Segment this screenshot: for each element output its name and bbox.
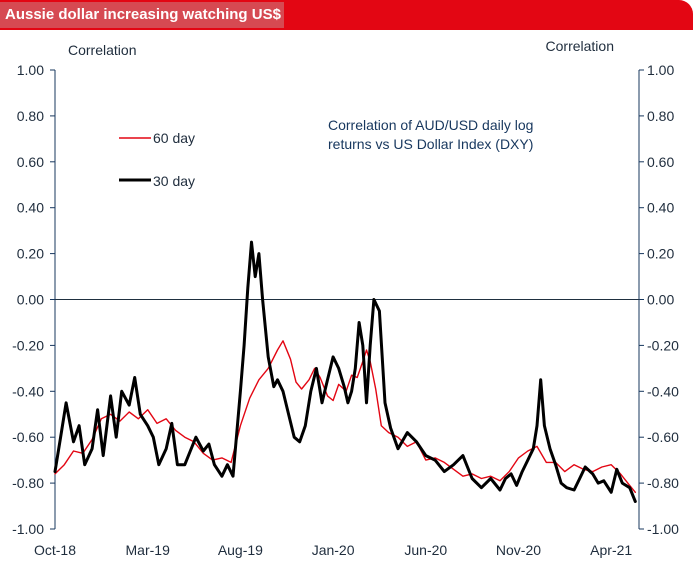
right-tick-label: 0.60 (647, 154, 674, 170)
x-tick-label: Mar-19 (126, 542, 171, 558)
x-tick-label: Aug-19 (218, 542, 263, 558)
annotation-line-2: returns vs US Dollar Index (DXY) (328, 136, 533, 152)
x-tick-label: Apr-21 (590, 542, 632, 558)
right-tick-label: -1.00 (647, 521, 679, 537)
series-30-day-line (53, 240, 637, 503)
left-y-ticks: 1.00 0.80 0.60 0.40 0.20 0.00 -0.20 -0.40 -0.60 -… (12, 62, 55, 537)
right-tick-label: 0.40 (647, 200, 674, 216)
x-tick-label: Jun-20 (404, 542, 447, 558)
legend-label-60-day: 60 day (153, 130, 195, 146)
left-tick-label: 0.40 (17, 200, 44, 216)
left-tick-label: 0.80 (17, 108, 44, 124)
left-tick-label: 0.00 (17, 292, 44, 308)
right-tick-label: -0.40 (647, 383, 679, 399)
left-tick-label: -0.60 (12, 429, 44, 445)
right-tick-label: 0.20 (647, 246, 674, 262)
left-tick-label: -0.80 (12, 475, 44, 491)
annotation-line-1: Correlation of AUD/USD daily log (328, 117, 533, 133)
left-tick-label: 0.20 (17, 246, 44, 262)
right-tick-label: 0.00 (647, 292, 674, 308)
right-tick-label: -0.80 (647, 475, 679, 491)
chart: Correlation Correlation 1.00 0.80 0.60 0.40… (12, 38, 679, 558)
right-y-ticks: 1.00 0.80 0.60 0.40 0.20 0.00 -0.20 -0.40 -0.60 -… (639, 62, 679, 537)
right-tick-label: -0.20 (647, 337, 679, 353)
legend: 60 day 30 day (119, 130, 195, 189)
left-tick-label: 1.00 (17, 62, 44, 78)
right-tick-label: 0.80 (647, 108, 674, 124)
x-ticks: Oct-18 Mar-19 Aug-19 Jan-20 Jun-20 Nov-20 Apr-… (34, 542, 632, 558)
x-tick-label: Oct-18 (34, 542, 76, 558)
right-tick-label: 1.00 (647, 62, 674, 78)
x-tick-label: Nov-20 (496, 542, 541, 558)
left-tick-label: 0.60 (17, 154, 44, 170)
ylabel-right: Correlation (546, 38, 614, 54)
legend-label-30-day: 30 day (153, 173, 195, 189)
left-tick-label: -0.40 (12, 383, 44, 399)
chart-title: Aussie dollar increasing watching US$ (0, 2, 284, 28)
ylabel-left: Correlation (68, 42, 136, 58)
title-bar: Aussie dollar increasing watching US$ (0, 0, 693, 30)
left-tick-label: -0.20 (12, 337, 44, 353)
left-tick-label: -1.00 (12, 521, 44, 537)
right-tick-label: -0.60 (647, 429, 679, 445)
x-tick-label: Jan-20 (312, 542, 355, 558)
plot-lines (53, 240, 637, 503)
